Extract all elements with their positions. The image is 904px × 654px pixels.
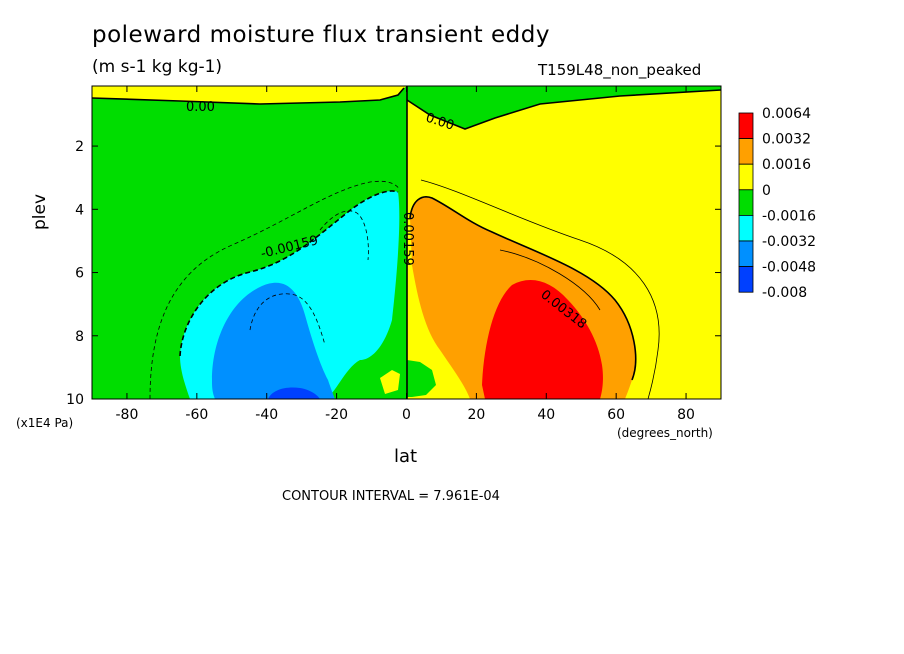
contour-label-4: 0.00159	[400, 212, 415, 266]
x-axis-unit: (degrees_north)	[617, 426, 713, 440]
y-tick-label: 10	[66, 392, 84, 408]
x-axis-label: lat	[394, 446, 418, 467]
y-axis-label: plev	[30, 193, 50, 230]
legend-label: 0.0032	[762, 132, 811, 148]
legend-label: -0.0048	[762, 260, 816, 276]
legend-label: 0.0016	[762, 157, 811, 173]
region-negative-high-south	[212, 282, 335, 399]
contour-label-1: 0.00	[186, 100, 215, 115]
x-tick-label: 0	[402, 407, 411, 423]
x-tick-label: 60	[607, 407, 625, 423]
y-tick-label: 8	[75, 329, 84, 345]
legend-label: -0.008	[762, 285, 807, 301]
region-positive-low-south-eq	[380, 370, 400, 394]
y-axis-unit: (x1E4 Pa)	[16, 416, 74, 430]
legend-swatch	[738, 189, 754, 216]
legend-swatch	[738, 163, 754, 191]
legend-swatch	[738, 266, 754, 293]
legend-label: 0	[762, 183, 771, 199]
legend-swatch	[738, 138, 754, 165]
legend-label: 0.0064	[762, 106, 811, 122]
chart-title: poleward moisture flux transient eddy	[92, 22, 550, 48]
chart-units: (m s-1 kg kg-1)	[92, 57, 223, 77]
y-tick-label: 6	[75, 266, 84, 282]
plot-area	[92, 86, 721, 399]
x-tick-label: -60	[185, 407, 208, 423]
region-negative-max-south	[268, 387, 320, 399]
x-tick-label: 80	[677, 407, 695, 423]
legend-swatch	[738, 214, 754, 242]
legend-swatch	[738, 112, 754, 140]
contour-zero-lines	[92, 86, 721, 399]
x-tick-label: -20	[325, 407, 348, 423]
x-tick-label: 20	[467, 407, 485, 423]
contour-lines	[149, 179, 660, 399]
region-negative-low-north-top	[407, 86, 721, 129]
x-axis-ticks: -80 -60 -40 -20 0 20 40 60 80	[116, 86, 695, 423]
legend-swatch	[738, 240, 754, 268]
y-tick-label: 4	[75, 202, 84, 218]
region-negative-low-north-eq	[407, 360, 436, 397]
contour-interval-note: CONTOUR INTERVAL = 7.961E-04	[282, 489, 500, 504]
run-id: T159L48_non_peaked	[538, 61, 702, 79]
x-tick-label: -80	[116, 407, 139, 423]
region-positive-high-north	[482, 280, 603, 399]
x-tick-label: 40	[537, 407, 555, 423]
colorbar-legend: 0.0064 0.0032 0.0016 0 -0.0016 -0.0032 -0.0048…	[738, 106, 816, 301]
y-tick-label: 2	[75, 139, 84, 155]
y-axis-ticks: 2 4 6 8 10	[66, 139, 721, 408]
x-tick-label: -40	[255, 407, 278, 423]
legend-label: -0.0016	[762, 208, 816, 224]
legend-label: -0.0032	[762, 234, 816, 250]
